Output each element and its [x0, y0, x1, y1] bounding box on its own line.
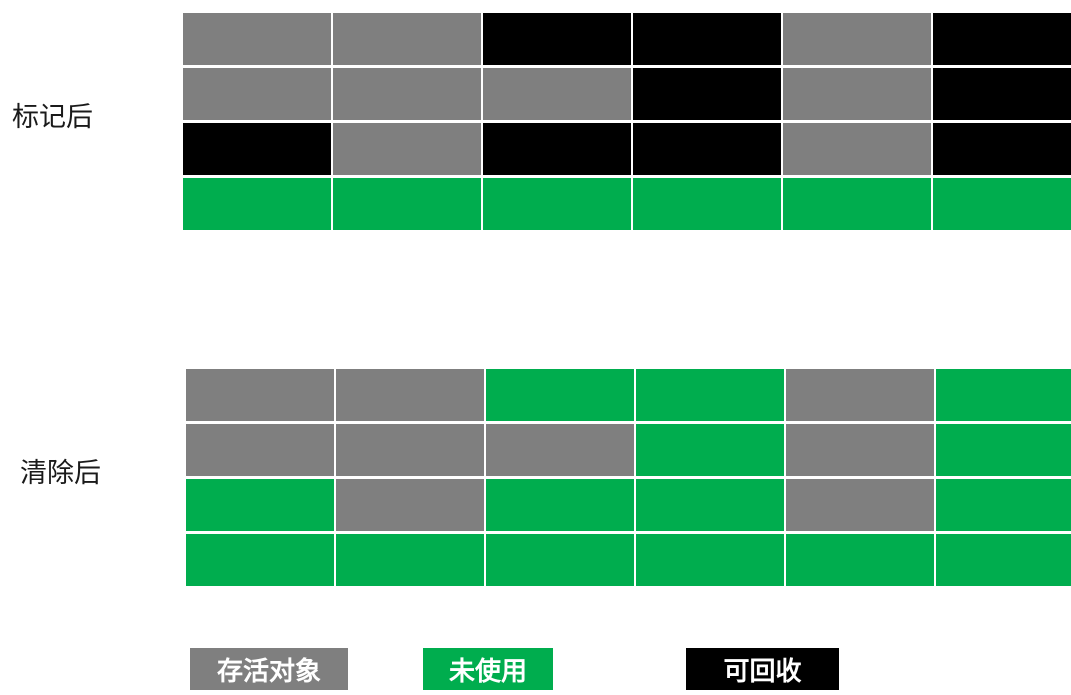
- memory-block-free: [936, 369, 1071, 421]
- legend-unused: 未使用: [423, 648, 553, 690]
- memory-block-free: [486, 534, 634, 586]
- memory-block-free: [636, 479, 784, 531]
- memory-block-live: [783, 123, 931, 175]
- memory-block-live: [333, 68, 481, 120]
- memory-block-free: [633, 178, 781, 230]
- memory-block-garbage: [933, 13, 1071, 65]
- memory-block-free: [936, 424, 1071, 476]
- memory-block-free: [183, 178, 331, 230]
- memory-block-garbage: [633, 13, 781, 65]
- memory-block-live: [333, 13, 481, 65]
- memory-block-live: [486, 424, 634, 476]
- memory-block-live: [783, 68, 931, 120]
- memory-block-live: [336, 424, 484, 476]
- memory-block-live: [336, 369, 484, 421]
- legend-live-objects: 存活对象: [190, 648, 348, 690]
- memory-block-live: [336, 479, 484, 531]
- memory-block-free: [936, 479, 1071, 531]
- memory-block-live: [786, 424, 934, 476]
- memory-block-free: [483, 178, 631, 230]
- memory-block-live: [786, 479, 934, 531]
- memory-block-free: [786, 534, 934, 586]
- memory-block-free: [333, 178, 481, 230]
- memory-block-live: [186, 424, 334, 476]
- memory-block-garbage: [633, 123, 781, 175]
- memory-block-live: [786, 369, 934, 421]
- section-label-after-mark: 标记后: [12, 102, 93, 133]
- memory-block-live: [186, 369, 334, 421]
- memory-block-free: [186, 479, 334, 531]
- memory-block-free: [336, 534, 484, 586]
- memory-block-free: [486, 479, 634, 531]
- memory-block-live: [183, 68, 331, 120]
- memory-block-free: [936, 534, 1071, 586]
- memory-block-free: [636, 369, 784, 421]
- memory-grid-after-mark: [183, 13, 1071, 230]
- memory-block-garbage: [183, 123, 331, 175]
- memory-block-garbage: [633, 68, 781, 120]
- memory-block-garbage: [483, 13, 631, 65]
- legend-reclaimable: 可回收: [686, 648, 839, 690]
- memory-block-live: [483, 68, 631, 120]
- memory-block-free: [783, 178, 931, 230]
- memory-block-free: [933, 178, 1071, 230]
- memory-block-free: [636, 534, 784, 586]
- memory-grid-after-sweep: [186, 369, 1071, 586]
- memory-block-free: [486, 369, 634, 421]
- memory-block-garbage: [483, 123, 631, 175]
- memory-block-live: [783, 13, 931, 65]
- memory-block-garbage: [933, 123, 1071, 175]
- memory-block-live: [333, 123, 481, 175]
- memory-block-free: [186, 534, 334, 586]
- memory-block-free: [636, 424, 784, 476]
- memory-block-garbage: [933, 68, 1071, 120]
- section-label-after-sweep: 清除后: [20, 458, 101, 489]
- memory-block-live: [183, 13, 331, 65]
